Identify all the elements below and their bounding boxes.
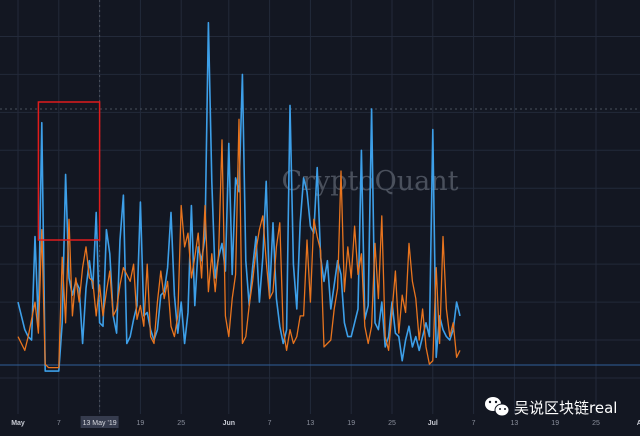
x-tick-label: 25 xyxy=(388,420,396,427)
x-axis: May 7 13 May '19 19 25 Jun 7 13 19 25 Jul 7 13 19 25 Au… xyxy=(11,416,640,428)
x-tick-label: Aug xyxy=(637,420,640,427)
x-tick-label: 13 xyxy=(307,420,315,427)
crosshair-date-label: 13 May '19 xyxy=(83,420,117,427)
x-tick-label: 13 xyxy=(511,420,519,427)
series-layer xyxy=(17,21,461,372)
credit-group: 吴说区块链real xyxy=(485,397,617,417)
x-tick-label: 7 xyxy=(268,420,272,427)
crosshair-date-badge xyxy=(80,416,119,428)
wechat-icon xyxy=(485,397,510,417)
x-tick-label: 25 xyxy=(592,420,600,427)
credit-text: 吴说区块链real xyxy=(514,399,617,417)
x-tick-label: Jul xyxy=(428,420,438,427)
x-tick-label: 19 xyxy=(137,420,145,427)
x-tick-label: 19 xyxy=(347,420,355,427)
x-axis-band xyxy=(0,414,640,436)
x-tick-label: 7 xyxy=(57,420,61,427)
x-tick-label: 7 xyxy=(472,420,476,427)
x-tick-label: 25 xyxy=(177,420,185,427)
x-tick-label: May xyxy=(11,420,25,427)
highlight-box xyxy=(37,101,101,241)
x-tick-label: 19 xyxy=(551,420,559,427)
orange-series-line xyxy=(17,118,461,369)
x-tick-label: Jun xyxy=(223,420,235,427)
